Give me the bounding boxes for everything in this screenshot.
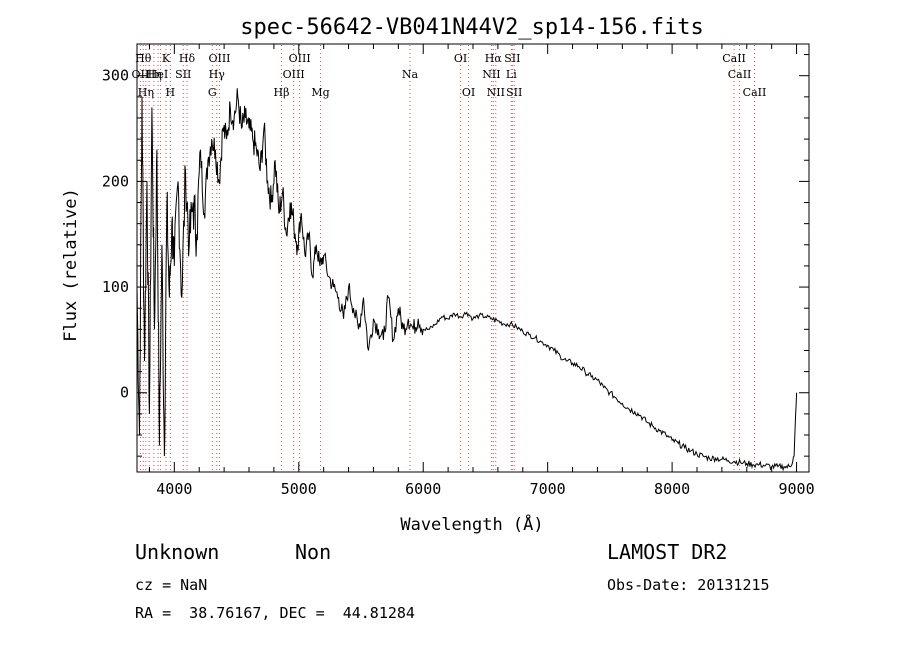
coordinates: RA = 38.76167, DEC = 44.81284 [135, 604, 415, 622]
y-tick-label: 200 [102, 172, 129, 190]
y-tick-label: 0 [120, 384, 129, 402]
emission-line-label: HeI [148, 68, 168, 81]
emission-line-label: SII [175, 68, 191, 81]
emission-line-label: OI [462, 86, 475, 99]
emission-line-label: Hδ [179, 52, 196, 65]
x-tick-label: 6000 [405, 480, 441, 498]
emission-line-label: OIII [283, 68, 305, 81]
emission-line-label: Hη [138, 86, 154, 99]
object-class: Unknown [135, 540, 220, 564]
emission-line-label: Mg [311, 86, 329, 99]
survey-name: LAMOST DR2 [607, 540, 728, 564]
emission-line-label: NII [482, 68, 500, 81]
y-tick-label: 300 [102, 67, 129, 85]
y-tick-label: 100 [102, 278, 129, 296]
redshift-value: cz = NaN [135, 576, 208, 594]
emission-line-label: Na [402, 68, 419, 81]
emission-line-label: OI [454, 52, 467, 65]
object-subclass: Non [295, 540, 332, 564]
emission-line-label: OIII [289, 52, 311, 65]
emission-line-label: NII [487, 86, 505, 99]
x-tick-label: 4000 [156, 480, 192, 498]
series-layer [136, 88, 798, 472]
emission-line-label: SII [504, 52, 520, 65]
emission-line-label: Hη [146, 68, 162, 81]
emission-line-label: Hθ [135, 52, 152, 65]
x-axis-label: Wavelength (Å) [400, 513, 543, 535]
axis-ticks: 4000 5000 6000 7000 8000 9000 0 100 200 300 [102, 44, 815, 498]
x-tick-label: 5000 [281, 480, 317, 498]
observation-date: Obs-Date: 20131215 [607, 576, 770, 594]
emission-line-label: CaII [728, 68, 752, 81]
x-tick-label: 9000 [778, 480, 814, 498]
emission-line-label: Hγ [209, 68, 226, 81]
chart-title: spec-56642-VB041N44V2_sp14-156.fits [240, 15, 704, 40]
emission-line-label: CaII [722, 52, 746, 65]
emission-lines [139, 45, 755, 471]
emission-line-label: Hβ [274, 86, 290, 99]
emission-line-label: G [208, 86, 217, 99]
emission-line-labels: OIIHθHηHηHeIKHSIIHδGHγOIIIHβOIIIOIIIMgNa… [132, 52, 767, 99]
emission-line-label: Hα [485, 52, 503, 65]
emission-line-label: OII [132, 68, 150, 81]
emission-line-label: OIII [208, 52, 230, 65]
y-axis-label: Flux (relative) [61, 188, 81, 342]
plot-frame [136, 43, 810, 473]
spectrum-line [136, 88, 798, 472]
emission-line-label: Li [506, 68, 517, 81]
emission-line-label: CaII [743, 86, 767, 99]
x-tick-label: 8000 [654, 480, 690, 498]
emission-line-label: H [166, 86, 176, 99]
emission-line-label: SII [506, 86, 522, 99]
emission-line-label: K [162, 52, 171, 65]
x-tick-label: 7000 [530, 480, 566, 498]
